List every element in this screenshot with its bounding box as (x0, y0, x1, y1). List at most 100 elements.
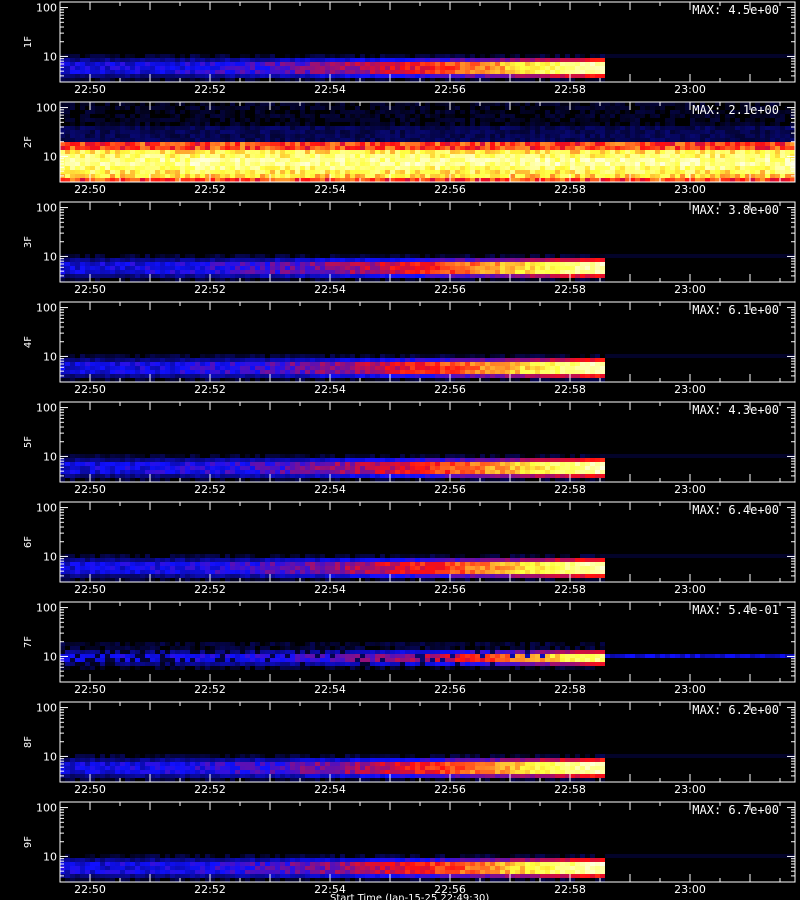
heatmap-cell (90, 374, 95, 378)
heatmap-cell (480, 270, 485, 274)
heatmap-cell (90, 370, 95, 374)
heatmap-cell (250, 78, 255, 82)
heatmap-cell (590, 278, 595, 282)
heatmap-cell (415, 262, 420, 266)
heatmap-cell (85, 110, 90, 114)
heatmap-cell (260, 270, 265, 274)
heatmap-cell (390, 78, 395, 82)
heatmap-cell (265, 362, 270, 366)
heatmap-cell (345, 358, 350, 362)
heatmap-cell (225, 66, 230, 70)
heatmap-cell (315, 354, 320, 358)
heatmap-cell (185, 254, 190, 258)
heatmap-cell (465, 278, 470, 282)
heatmap-cell (770, 166, 775, 170)
heatmap-cell (345, 166, 350, 170)
heatmap-cell (225, 258, 230, 262)
heatmap-cell (60, 150, 65, 154)
heatmap-cell (595, 58, 600, 62)
heatmap-cell (325, 126, 330, 130)
heatmap-cell (355, 258, 360, 262)
heatmap-cell (160, 266, 165, 270)
heatmap-cell (465, 74, 470, 78)
heatmap-cell (215, 270, 220, 274)
heatmap-cell (745, 166, 750, 170)
heatmap-cell (725, 102, 730, 106)
heatmap-cell (575, 62, 580, 66)
heatmap-cell (355, 154, 360, 158)
heatmap-cell (320, 114, 325, 118)
heatmap-cell (250, 154, 255, 158)
heatmap-cell (610, 114, 615, 118)
heatmap-cell (60, 158, 65, 162)
heatmap-cell (680, 158, 685, 162)
heatmap-cell (790, 166, 795, 170)
heatmap-cell (450, 374, 455, 378)
heatmap-cell (540, 74, 545, 78)
heatmap-cell (610, 154, 615, 158)
heatmap-cell (185, 374, 190, 378)
heatmap-cell (635, 134, 640, 138)
heatmap-cell (165, 74, 170, 78)
heatmap-cell (515, 166, 520, 170)
heatmap-cell (315, 358, 320, 362)
heatmap-cell (275, 74, 280, 78)
heatmap-cell (590, 110, 595, 114)
heatmap-cell (145, 258, 150, 262)
heatmap-cell (575, 158, 580, 162)
heatmap-cell (305, 70, 310, 74)
heatmap-cell (150, 170, 155, 174)
heatmap-cell (235, 106, 240, 110)
heatmap-cell (240, 66, 245, 70)
heatmap-cell (235, 374, 240, 378)
heatmap-cell (295, 102, 300, 106)
heatmap-cell (135, 134, 140, 138)
heatmap-cells (60, 254, 795, 282)
heatmap-cell (705, 114, 710, 118)
heatmap-cell (130, 118, 135, 122)
heatmap-cell (95, 138, 100, 142)
heatmap-cell (695, 134, 700, 138)
heatmap-cell (155, 254, 160, 258)
heatmap-cell (330, 130, 335, 134)
heatmap-cell (510, 78, 515, 82)
heatmap-cell (735, 146, 740, 150)
heatmap-cell (700, 178, 705, 182)
heatmap-cell (130, 374, 135, 378)
heatmap-cell (370, 354, 375, 358)
heatmap-cell (360, 262, 365, 266)
heatmap-cell (445, 54, 450, 58)
heatmap-cell (470, 166, 475, 170)
heatmap-cell (750, 254, 755, 258)
heatmap-cell (575, 54, 580, 58)
heatmap-cell (685, 106, 690, 110)
heatmap-cell (660, 142, 665, 146)
heatmap-cell (310, 70, 315, 74)
heatmap-cell (400, 258, 405, 262)
heatmap-cell (330, 274, 335, 278)
heatmap-cell (355, 110, 360, 114)
heatmap-cell (170, 358, 175, 362)
heatmap-cell (305, 78, 310, 82)
heatmap-cell (95, 110, 100, 114)
heatmap-cell (465, 370, 470, 374)
heatmap-cell (185, 170, 190, 174)
heatmap-cell (515, 138, 520, 142)
heatmap-cell (160, 362, 165, 366)
heatmap-cell (220, 70, 225, 74)
heatmap-cell (360, 278, 365, 282)
heatmap-cell (135, 262, 140, 266)
heatmap-cell (295, 258, 300, 262)
heatmap-cell (165, 106, 170, 110)
heatmap-cell (665, 122, 670, 126)
heatmap-cell (150, 378, 155, 382)
heatmap-cell (430, 134, 435, 138)
heatmap-cell (770, 138, 775, 142)
heatmap-cell (85, 170, 90, 174)
heatmap-cell (480, 146, 485, 150)
heatmap-cell (335, 58, 340, 62)
heatmap-cell (570, 58, 575, 62)
heatmap-cell (115, 114, 120, 118)
heatmap-cell (580, 158, 585, 162)
heatmap-cell (480, 166, 485, 170)
